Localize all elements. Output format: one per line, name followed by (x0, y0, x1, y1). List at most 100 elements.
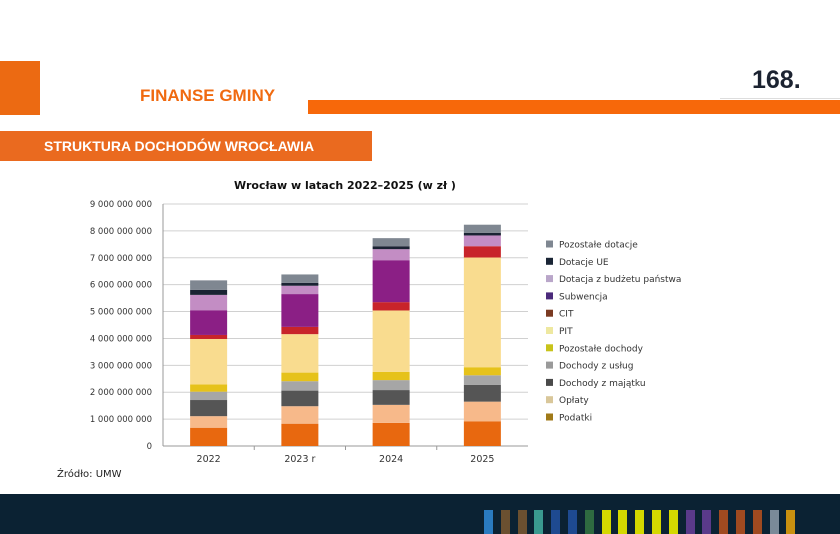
legend-marker (546, 396, 553, 404)
footer-stripe (786, 510, 796, 534)
footer-stripe (551, 510, 561, 534)
bar-segment (190, 310, 228, 335)
bar-segment (190, 384, 228, 392)
footer-stripe (601, 510, 611, 534)
bar-segment (281, 334, 319, 373)
legend-marker (546, 378, 553, 386)
bar-segment (190, 289, 228, 295)
y-tick-label: 3 000 000 000 (90, 361, 152, 371)
footer-stripe (618, 510, 628, 534)
bar-segment (372, 390, 410, 405)
legend-label: Podatki (559, 414, 592, 424)
bar-segment (372, 422, 410, 446)
bar-segment (372, 260, 410, 303)
bar-segment (463, 232, 501, 236)
page-number: 168. (752, 66, 801, 94)
bar-segment (372, 380, 410, 391)
footer-stripe (500, 510, 510, 534)
y-tick-label: 2 000 000 000 (90, 388, 152, 398)
bar-segment (190, 427, 228, 446)
bar-segment (463, 384, 501, 402)
legend-label: Dotacja z budżetu państwa (559, 275, 681, 285)
bar-segment (372, 238, 410, 247)
bar-segment (281, 294, 319, 327)
bar-segment (463, 257, 501, 368)
bar-segment (281, 274, 319, 283)
section-title: FINANSE GMINY (140, 86, 276, 105)
footer-band (0, 494, 840, 534)
legend-marker (546, 275, 553, 283)
chart: 0 1 000 000 000 2 000 000 000 3 000 000 000… (90, 200, 682, 465)
bar-segment (190, 416, 228, 428)
legend-marker (546, 344, 553, 352)
bar-segment (281, 282, 319, 286)
bar-segment (372, 302, 410, 311)
legend-label: Subwencja (559, 292, 608, 302)
bar-segment (463, 246, 501, 258)
footer-stripe (652, 510, 661, 534)
footer-stripe (752, 510, 762, 534)
legend-label: Dochody z usług (559, 362, 633, 372)
bar-segment (190, 280, 228, 290)
legend-label: Dochody z majątku (559, 379, 646, 389)
bar-segment (190, 391, 228, 401)
legend-label: Pozostałe dochody (559, 344, 644, 354)
bar-segment (372, 246, 410, 250)
y-tick-label: 5 000 000 000 (90, 308, 152, 318)
footer-stripe (702, 510, 712, 534)
x-tick-label: 2025 (470, 454, 494, 465)
y-tick-label: 1 000 000 000 (90, 415, 152, 425)
legend-marker (546, 309, 553, 317)
footer-stripe (517, 510, 527, 534)
x-tick-label: 2024 (379, 454, 403, 465)
footer-stripe (534, 510, 544, 534)
bar-segment (281, 372, 319, 382)
footer-stripe (685, 510, 695, 534)
x-tick-label: 2022 (197, 454, 221, 465)
chart-title: Wrocław w latach 2022–2025 (w zł ) (234, 179, 456, 192)
y-tick-label: 6 000 000 000 (90, 281, 152, 291)
legend-marker (546, 327, 553, 334)
footer-stripe (484, 510, 493, 534)
header-line (308, 100, 840, 114)
bar-segment (372, 249, 410, 261)
legend-label: Pozostałe dotacje (559, 241, 638, 251)
subtitle-bar: STRUKTURA DOCHODÓW WROCŁAWIA (0, 131, 372, 161)
y-tick-label: 4 000 000 000 (90, 334, 152, 344)
footer-stripe (769, 510, 779, 534)
bar-segment (281, 285, 319, 295)
bar-segment (281, 423, 319, 446)
legend-label: Dotacje UE (559, 258, 609, 268)
bar-segment (190, 294, 228, 311)
bar-segment (372, 371, 410, 381)
legend-label: PIT (559, 327, 573, 337)
bar-segment (463, 224, 501, 233)
footer-stripe (668, 510, 678, 534)
bar-segment (463, 401, 501, 422)
x-tick-label: 2023 r (284, 454, 315, 465)
bar-segment (190, 400, 228, 417)
legend-marker (546, 257, 553, 265)
y-tick-label: 0 (147, 442, 152, 452)
bar-segment (281, 390, 319, 407)
legend-label: CIT (559, 310, 574, 320)
footer-stripe (635, 510, 645, 534)
legend-marker (546, 292, 553, 300)
bar-segment (281, 326, 319, 335)
bar-segment (372, 404, 410, 423)
bar-segment (463, 421, 501, 446)
legend-marker (546, 240, 553, 248)
y-tick-label: 7 000 000 000 (90, 254, 152, 264)
subtitle: STRUKTURA DOCHODÓW WROCŁAWIA (44, 138, 315, 154)
y-tick-label: 9 000 000 000 (90, 200, 152, 210)
footer-stripe (719, 510, 729, 534)
bar-segment (463, 375, 501, 385)
source-note: Źródło: UMW (57, 469, 122, 480)
bar-segment (372, 310, 410, 372)
legend-marker (546, 361, 553, 369)
legend-label: Opłaty (559, 396, 589, 406)
footer-stripe (736, 510, 745, 534)
bar-segment (463, 367, 501, 376)
header-thin-line (720, 98, 840, 99)
bar-segment (281, 406, 319, 424)
